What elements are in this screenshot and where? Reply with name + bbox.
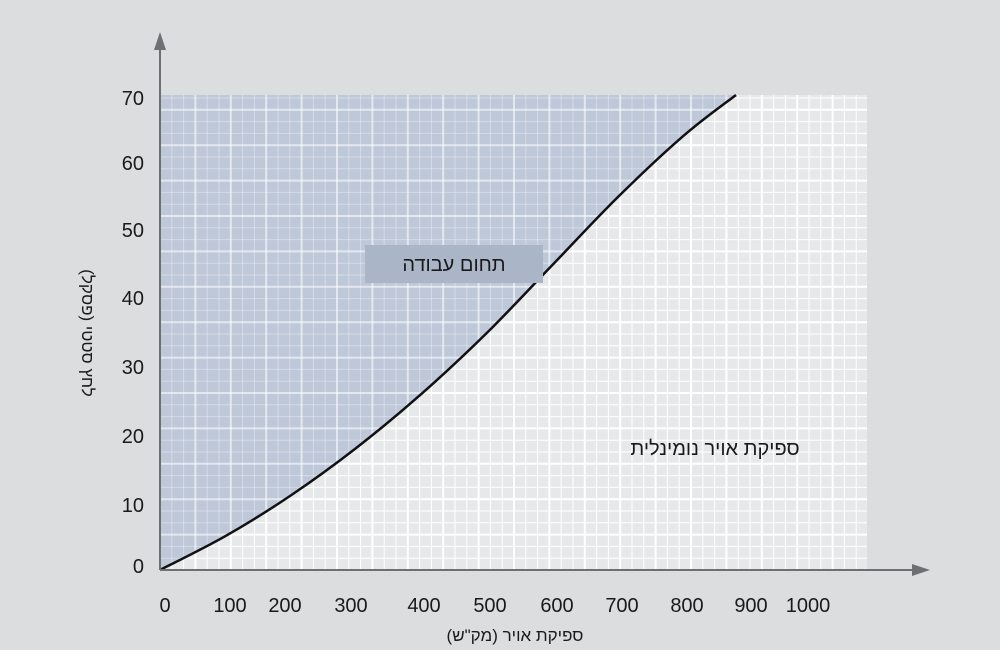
y-tick-label: 0 <box>133 556 144 578</box>
y-tick-label: 50 <box>122 220 144 242</box>
x-tick-label: 200 <box>268 595 301 617</box>
y-tick-label: 40 <box>122 288 144 310</box>
working-range-label-box <box>365 245 543 283</box>
x-tick-label: 0 <box>159 595 170 617</box>
x-tick-labels: 0 100 200 300 400 500 600 700 800 900 1000 <box>159 595 830 617</box>
y-tick-label: 70 <box>122 88 144 110</box>
y-axis-arrow-icon <box>154 32 166 50</box>
x-tick-label: 900 <box>734 595 767 617</box>
y-tick-label: 10 <box>122 495 144 517</box>
nominal-curve-line <box>159 94 737 572</box>
x-tick-label: 500 <box>473 595 506 617</box>
y-tick-label: 60 <box>122 153 144 175</box>
y-tick-labels: 0 10 20 30 40 50 60 70 <box>122 88 144 578</box>
y-axis-title: לחץ סטטי (פסקל) <box>78 269 97 397</box>
x-tick-label: 100 <box>213 595 246 617</box>
x-tick-label: 700 <box>605 595 638 617</box>
working-range-area <box>160 95 736 570</box>
y-tick-label: 20 <box>122 426 144 448</box>
x-axis-title: ספיקת אויר (מק"ש) <box>447 626 584 645</box>
y-tick-label: 30 <box>122 357 144 379</box>
nominal-flow-label: ספיקת אויר נומינלית <box>630 438 799 460</box>
x-tick-label: 800 <box>670 595 703 617</box>
x-axis-arrow-icon <box>912 564 930 576</box>
x-tick-label: 1000 <box>786 595 831 617</box>
x-tick-label: 300 <box>334 595 367 617</box>
x-tick-label: 400 <box>407 595 440 617</box>
working-range-label: תחום עבודה <box>402 254 505 276</box>
x-tick-label: 600 <box>540 595 573 617</box>
